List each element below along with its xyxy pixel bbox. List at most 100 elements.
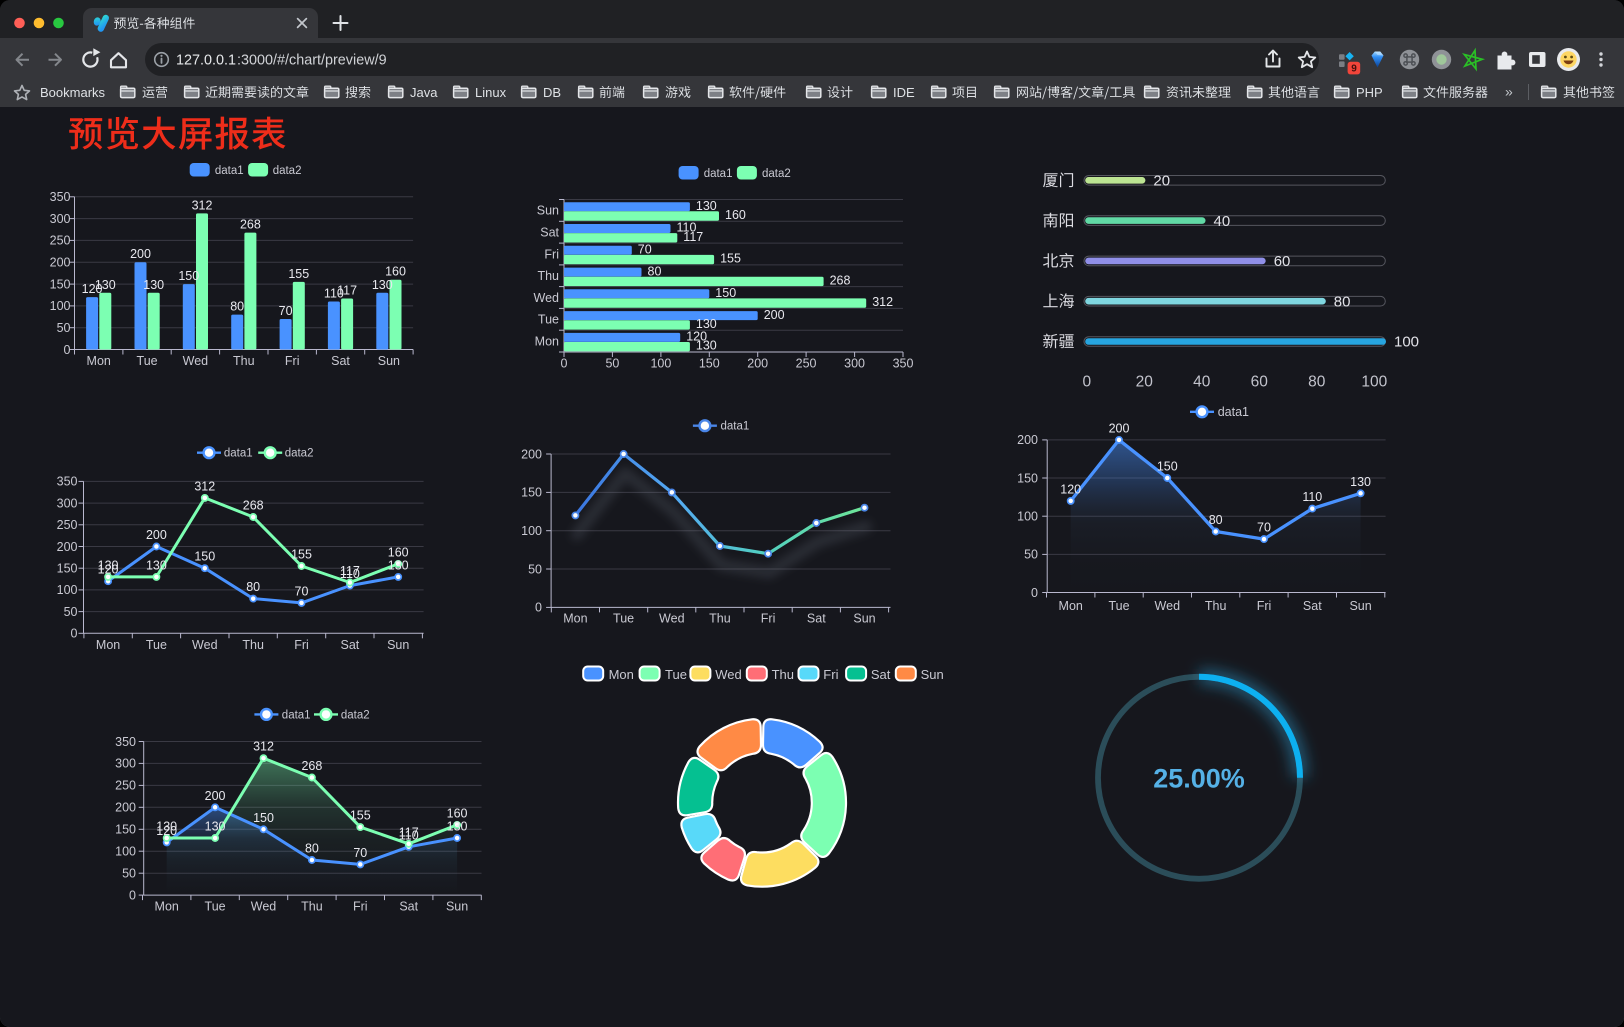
svg-text:50: 50 — [605, 356, 619, 370]
svg-text:data2: data2 — [273, 165, 302, 177]
svg-text:200: 200 — [57, 540, 78, 554]
svg-text:200: 200 — [146, 528, 167, 542]
svg-text:150: 150 — [194, 550, 215, 564]
svg-text:120: 120 — [156, 824, 177, 838]
svg-text:160: 160 — [385, 265, 406, 279]
svg-text:Wed: Wed — [534, 291, 560, 305]
svg-text:150: 150 — [253, 811, 274, 825]
svg-text:80: 80 — [1334, 293, 1351, 310]
svg-text:Sat: Sat — [540, 226, 559, 240]
svg-text:Sun: Sun — [853, 611, 875, 625]
svg-text:50: 50 — [57, 321, 71, 335]
svg-text:Sun: Sun — [378, 354, 400, 368]
svg-text:Thu: Thu — [301, 900, 323, 914]
svg-text:350: 350 — [115, 735, 136, 749]
svg-text:100: 100 — [1017, 510, 1038, 524]
svg-text:data1: data1 — [721, 421, 750, 433]
svg-text:Tue: Tue — [665, 667, 687, 682]
svg-text:Fri: Fri — [285, 354, 300, 368]
svg-text:Tue: Tue — [613, 611, 634, 625]
svg-text:300: 300 — [50, 212, 71, 226]
svg-text:Sat: Sat — [1303, 599, 1322, 613]
svg-text:300: 300 — [57, 496, 78, 510]
svg-text:Thu: Thu — [1205, 599, 1227, 613]
svg-text:130: 130 — [143, 278, 164, 292]
svg-text:200: 200 — [50, 256, 71, 270]
svg-text:Mon: Mon — [563, 611, 587, 625]
svg-text:data2: data2 — [341, 709, 370, 721]
svg-text:250: 250 — [115, 779, 136, 793]
svg-text:Fri: Fri — [294, 638, 309, 652]
svg-text:110: 110 — [677, 221, 697, 235]
svg-text:data1: data1 — [224, 448, 253, 460]
svg-text:Mon: Mon — [609, 667, 634, 682]
svg-text:70: 70 — [353, 846, 367, 860]
svg-text:160: 160 — [388, 545, 409, 559]
svg-text:117: 117 — [340, 564, 360, 578]
svg-text:130: 130 — [98, 558, 119, 572]
svg-text:Fri: Fri — [1257, 599, 1272, 613]
svg-text:Sun: Sun — [537, 204, 559, 218]
svg-text:Wed: Wed — [183, 354, 209, 368]
svg-text:130: 130 — [696, 317, 717, 331]
svg-text:Thu: Thu — [709, 611, 731, 625]
svg-text:Sun: Sun — [387, 638, 409, 652]
svg-text:Sat: Sat — [871, 667, 891, 682]
svg-text:268: 268 — [243, 499, 264, 513]
svg-text:130: 130 — [95, 278, 116, 292]
svg-text:Mon: Mon — [96, 638, 120, 652]
svg-text:100: 100 — [57, 583, 78, 597]
svg-text:60: 60 — [1251, 374, 1269, 391]
svg-text:60: 60 — [1274, 253, 1291, 270]
svg-text:Thu: Thu — [233, 354, 255, 368]
svg-text:Sun: Sun — [921, 667, 944, 682]
svg-text:0: 0 — [64, 343, 71, 357]
svg-text:50: 50 — [1024, 548, 1038, 562]
svg-text:Sat: Sat — [341, 638, 360, 652]
svg-text:Sun: Sun — [1349, 599, 1371, 613]
svg-text:300: 300 — [115, 757, 136, 771]
svg-text:130: 130 — [372, 278, 393, 292]
svg-text:40: 40 — [1214, 213, 1231, 230]
svg-text:100: 100 — [1394, 334, 1419, 351]
svg-text:Mon: Mon — [535, 334, 559, 348]
svg-text:130: 130 — [696, 199, 717, 213]
svg-text:130: 130 — [447, 820, 468, 834]
svg-text:160: 160 — [725, 208, 746, 222]
svg-text:130: 130 — [696, 339, 717, 353]
svg-text:150: 150 — [50, 277, 71, 291]
svg-text:312: 312 — [192, 198, 213, 212]
svg-text:150: 150 — [57, 562, 78, 576]
svg-text:80: 80 — [246, 580, 260, 594]
svg-text:200: 200 — [130, 247, 151, 261]
svg-text:Fri: Fri — [544, 247, 559, 261]
svg-text:155: 155 — [720, 252, 741, 266]
svg-text:150: 150 — [178, 269, 199, 283]
svg-text:0: 0 — [129, 888, 136, 902]
svg-text:0: 0 — [561, 356, 568, 370]
svg-text:0: 0 — [1082, 374, 1091, 391]
svg-text:20: 20 — [1153, 173, 1170, 190]
svg-text:250: 250 — [796, 356, 817, 370]
svg-text:Sat: Sat — [331, 354, 350, 368]
svg-text:110: 110 — [340, 567, 360, 581]
svg-text:25.00%: 25.00% — [1153, 764, 1245, 794]
svg-text:70: 70 — [1257, 521, 1271, 535]
svg-text:Fri: Fri — [353, 900, 368, 914]
svg-text:data1: data1 — [282, 709, 311, 721]
svg-text:Sat: Sat — [807, 611, 826, 625]
svg-text:Java: Java — [410, 85, 438, 100]
svg-text:70: 70 — [638, 243, 652, 257]
svg-text:100: 100 — [521, 524, 542, 538]
svg-text:100: 100 — [650, 356, 671, 370]
svg-text:150: 150 — [699, 356, 720, 370]
svg-text:Sun: Sun — [446, 900, 468, 914]
svg-text:150: 150 — [521, 486, 542, 500]
svg-text:130: 130 — [156, 820, 177, 834]
svg-text:120: 120 — [686, 330, 707, 344]
svg-text:Tue: Tue — [205, 900, 226, 914]
svg-text:250: 250 — [50, 234, 71, 248]
svg-text:DB: DB — [543, 85, 561, 100]
svg-text:80: 80 — [1308, 374, 1326, 391]
svg-text:117: 117 — [683, 230, 703, 244]
